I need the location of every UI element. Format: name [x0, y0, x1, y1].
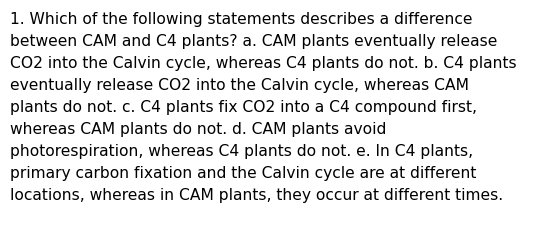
Text: eventually release CO2 into the Calvin cycle, whereas CAM: eventually release CO2 into the Calvin c…: [10, 78, 469, 93]
Text: locations, whereas in CAM plants, they occur at different times.: locations, whereas in CAM plants, they o…: [10, 187, 503, 202]
Text: primary carbon fixation and the Calvin cycle are at different: primary carbon fixation and the Calvin c…: [10, 165, 477, 180]
Text: whereas CAM plants do not. d. CAM plants avoid: whereas CAM plants do not. d. CAM plants…: [10, 121, 386, 136]
Text: between CAM and C4 plants? a. CAM plants eventually release: between CAM and C4 plants? a. CAM plants…: [10, 34, 497, 49]
Text: photorespiration, whereas C4 plants do not. e. In C4 plants,: photorespiration, whereas C4 plants do n…: [10, 143, 473, 158]
Text: 1. Which of the following statements describes a difference: 1. Which of the following statements des…: [10, 12, 473, 27]
Text: plants do not. c. C4 plants fix CO2 into a C4 compound first,: plants do not. c. C4 plants fix CO2 into…: [10, 100, 477, 114]
Text: CO2 into the Calvin cycle, whereas C4 plants do not. b. C4 plants: CO2 into the Calvin cycle, whereas C4 pl…: [10, 56, 517, 71]
